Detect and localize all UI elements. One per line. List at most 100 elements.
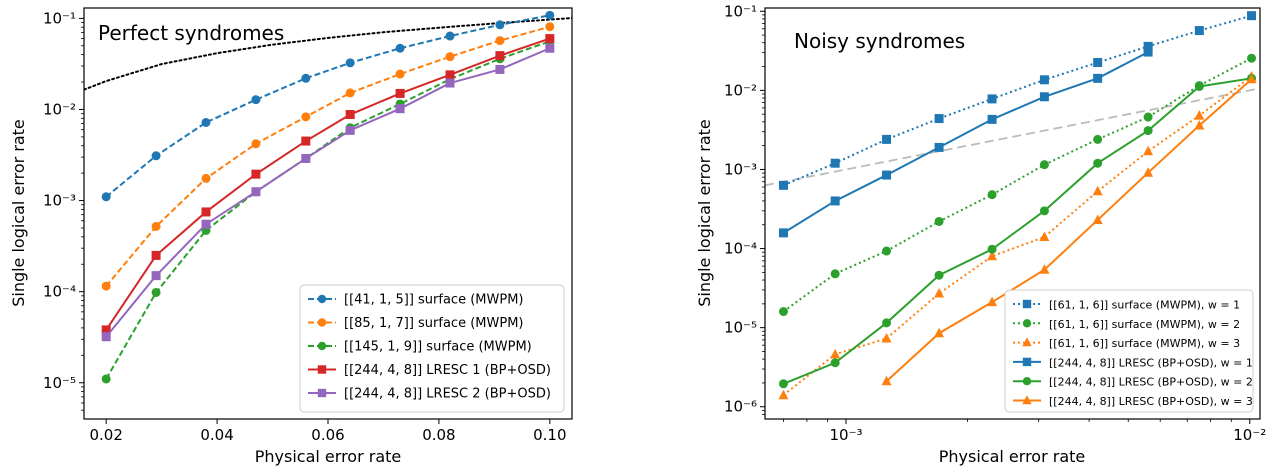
plot-area-perfect [84, 10, 572, 384]
x-axis-label-perfect: Physical error rate [255, 447, 402, 466]
y-tick-label: 10⁻¹ [724, 2, 757, 20]
data-point [251, 187, 261, 197]
data-point [545, 43, 555, 53]
series-1 [778, 53, 1257, 317]
data-point [830, 348, 841, 359]
plot-area-noisy [765, 11, 1260, 400]
data-point [778, 389, 789, 400]
y-tick-label: 10⁻⁵ [43, 374, 76, 392]
data-point [301, 112, 311, 122]
data-point [101, 332, 111, 342]
data-point [1093, 73, 1103, 83]
series-4 [778, 73, 1257, 389]
y-tick-label: 10⁻¹ [43, 9, 76, 27]
data-point [1093, 58, 1103, 68]
legend-label: [[85, 1, 7]] surface (MWPM) [344, 316, 523, 331]
data-point [987, 244, 997, 254]
plot-frame-noisy [764, 7, 1261, 420]
series-3 [778, 47, 1153, 238]
legend-item: [[61, 1, 6]] surface (MWPM), w = 1 [1013, 299, 1240, 312]
data-point [881, 375, 892, 386]
data-point [1039, 75, 1049, 85]
data-point [1194, 81, 1204, 91]
legend-label: [[41, 1, 5]] surface (MWPM) [344, 293, 523, 308]
legend-item: [[85, 1, 7]] surface (MWPM) [308, 316, 523, 331]
series-0 [778, 11, 1257, 190]
data-point [345, 125, 355, 135]
legend-label: [[61, 1, 6]] surface (MWPM), w = 2 [1049, 318, 1240, 331]
x-tick-label: 0.10 [533, 426, 566, 444]
data-point [1039, 231, 1050, 242]
y-tick-label: 10⁻² [43, 100, 76, 118]
data-point [151, 271, 161, 281]
series-line-1 [782, 57, 1252, 313]
reference-line-0 [84, 16, 572, 91]
y-tick-label: 10⁻³ [724, 160, 757, 178]
data-point [882, 318, 892, 328]
x-tick-label: 10⁻³ [830, 426, 863, 444]
series-1 [101, 22, 555, 291]
data-point [1143, 167, 1154, 177]
x-axis-label-noisy: Physical error rate [939, 447, 1086, 466]
data-point [934, 142, 944, 152]
legend-label: [[244, 4, 8]] LRESC 2 (BP+OSD) [344, 387, 551, 402]
y-tick-label: 10⁻⁶ [724, 398, 757, 416]
legend-marker [317, 341, 327, 351]
legend-marker [317, 318, 327, 327]
data-point [395, 69, 405, 79]
data-point [545, 10, 555, 20]
data-point [345, 88, 355, 98]
data-point [101, 374, 111, 384]
legend-marker [1022, 357, 1032, 367]
legend-item: [[244, 4, 8]] LRESC (BP+OSD), w = 2 [1013, 376, 1253, 389]
legend-item: [[61, 1, 6]] surface (MWPM), w = 3 [1013, 337, 1240, 350]
legend-marker [1022, 395, 1032, 405]
data-point [778, 307, 788, 317]
legend-item: [[41, 1, 5]] surface (MWPM) [308, 293, 523, 308]
data-point [1247, 53, 1257, 63]
y-tick-label: 10⁻⁴ [724, 240, 757, 258]
data-point [830, 358, 840, 368]
data-point [201, 117, 211, 127]
series-5 [881, 73, 1257, 386]
y-axis-label-perfect: Single logical error rate [9, 119, 28, 307]
data-point [1039, 92, 1049, 102]
data-point [395, 88, 405, 98]
legend-label: [[244, 4, 8]] LRESC (BP+OSD), w = 2 [1049, 376, 1253, 389]
data-point [395, 104, 405, 114]
data-point [545, 34, 555, 44]
legend-frame [299, 284, 565, 413]
data-point [830, 158, 840, 168]
data-point [1143, 47, 1153, 57]
y-tick-label: 10⁻⁴ [43, 283, 76, 301]
data-point [934, 270, 944, 280]
legend-item: [[244, 4, 8]] LRESC (BP+OSD), w = 3 [1013, 395, 1253, 408]
x-tick-label: 0.04 [200, 426, 233, 444]
legend-marker [317, 365, 327, 374]
data-point [495, 51, 505, 61]
series-3 [101, 34, 555, 335]
legend-marker [1022, 377, 1032, 386]
legend-label: [[61, 1, 6]] surface (MWPM), w = 3 [1049, 337, 1240, 350]
series-line-0 [105, 14, 551, 198]
series-line-5 [885, 78, 1253, 382]
data-point [830, 196, 840, 206]
data-point [1143, 126, 1153, 136]
data-point [345, 58, 355, 68]
data-point [301, 136, 311, 146]
data-point [1093, 158, 1103, 168]
data-point [987, 296, 998, 307]
data-point [151, 250, 161, 260]
data-point [987, 250, 998, 261]
data-point [1143, 145, 1154, 156]
data-point [151, 221, 161, 231]
data-point [201, 173, 211, 183]
data-point [1194, 110, 1205, 120]
data-point [1039, 206, 1049, 216]
x-tick-label: 0.02 [89, 426, 122, 444]
series-line-1 [105, 25, 551, 287]
data-point [1247, 11, 1257, 21]
chart-perfect-syndromes: 0.02 0.04 0.06 0.08 0.10 10⁻⁵ 10⁻⁴ 10⁻³ 10⁻² 10⁻¹… [9, 7, 573, 466]
data-point [1039, 264, 1050, 274]
